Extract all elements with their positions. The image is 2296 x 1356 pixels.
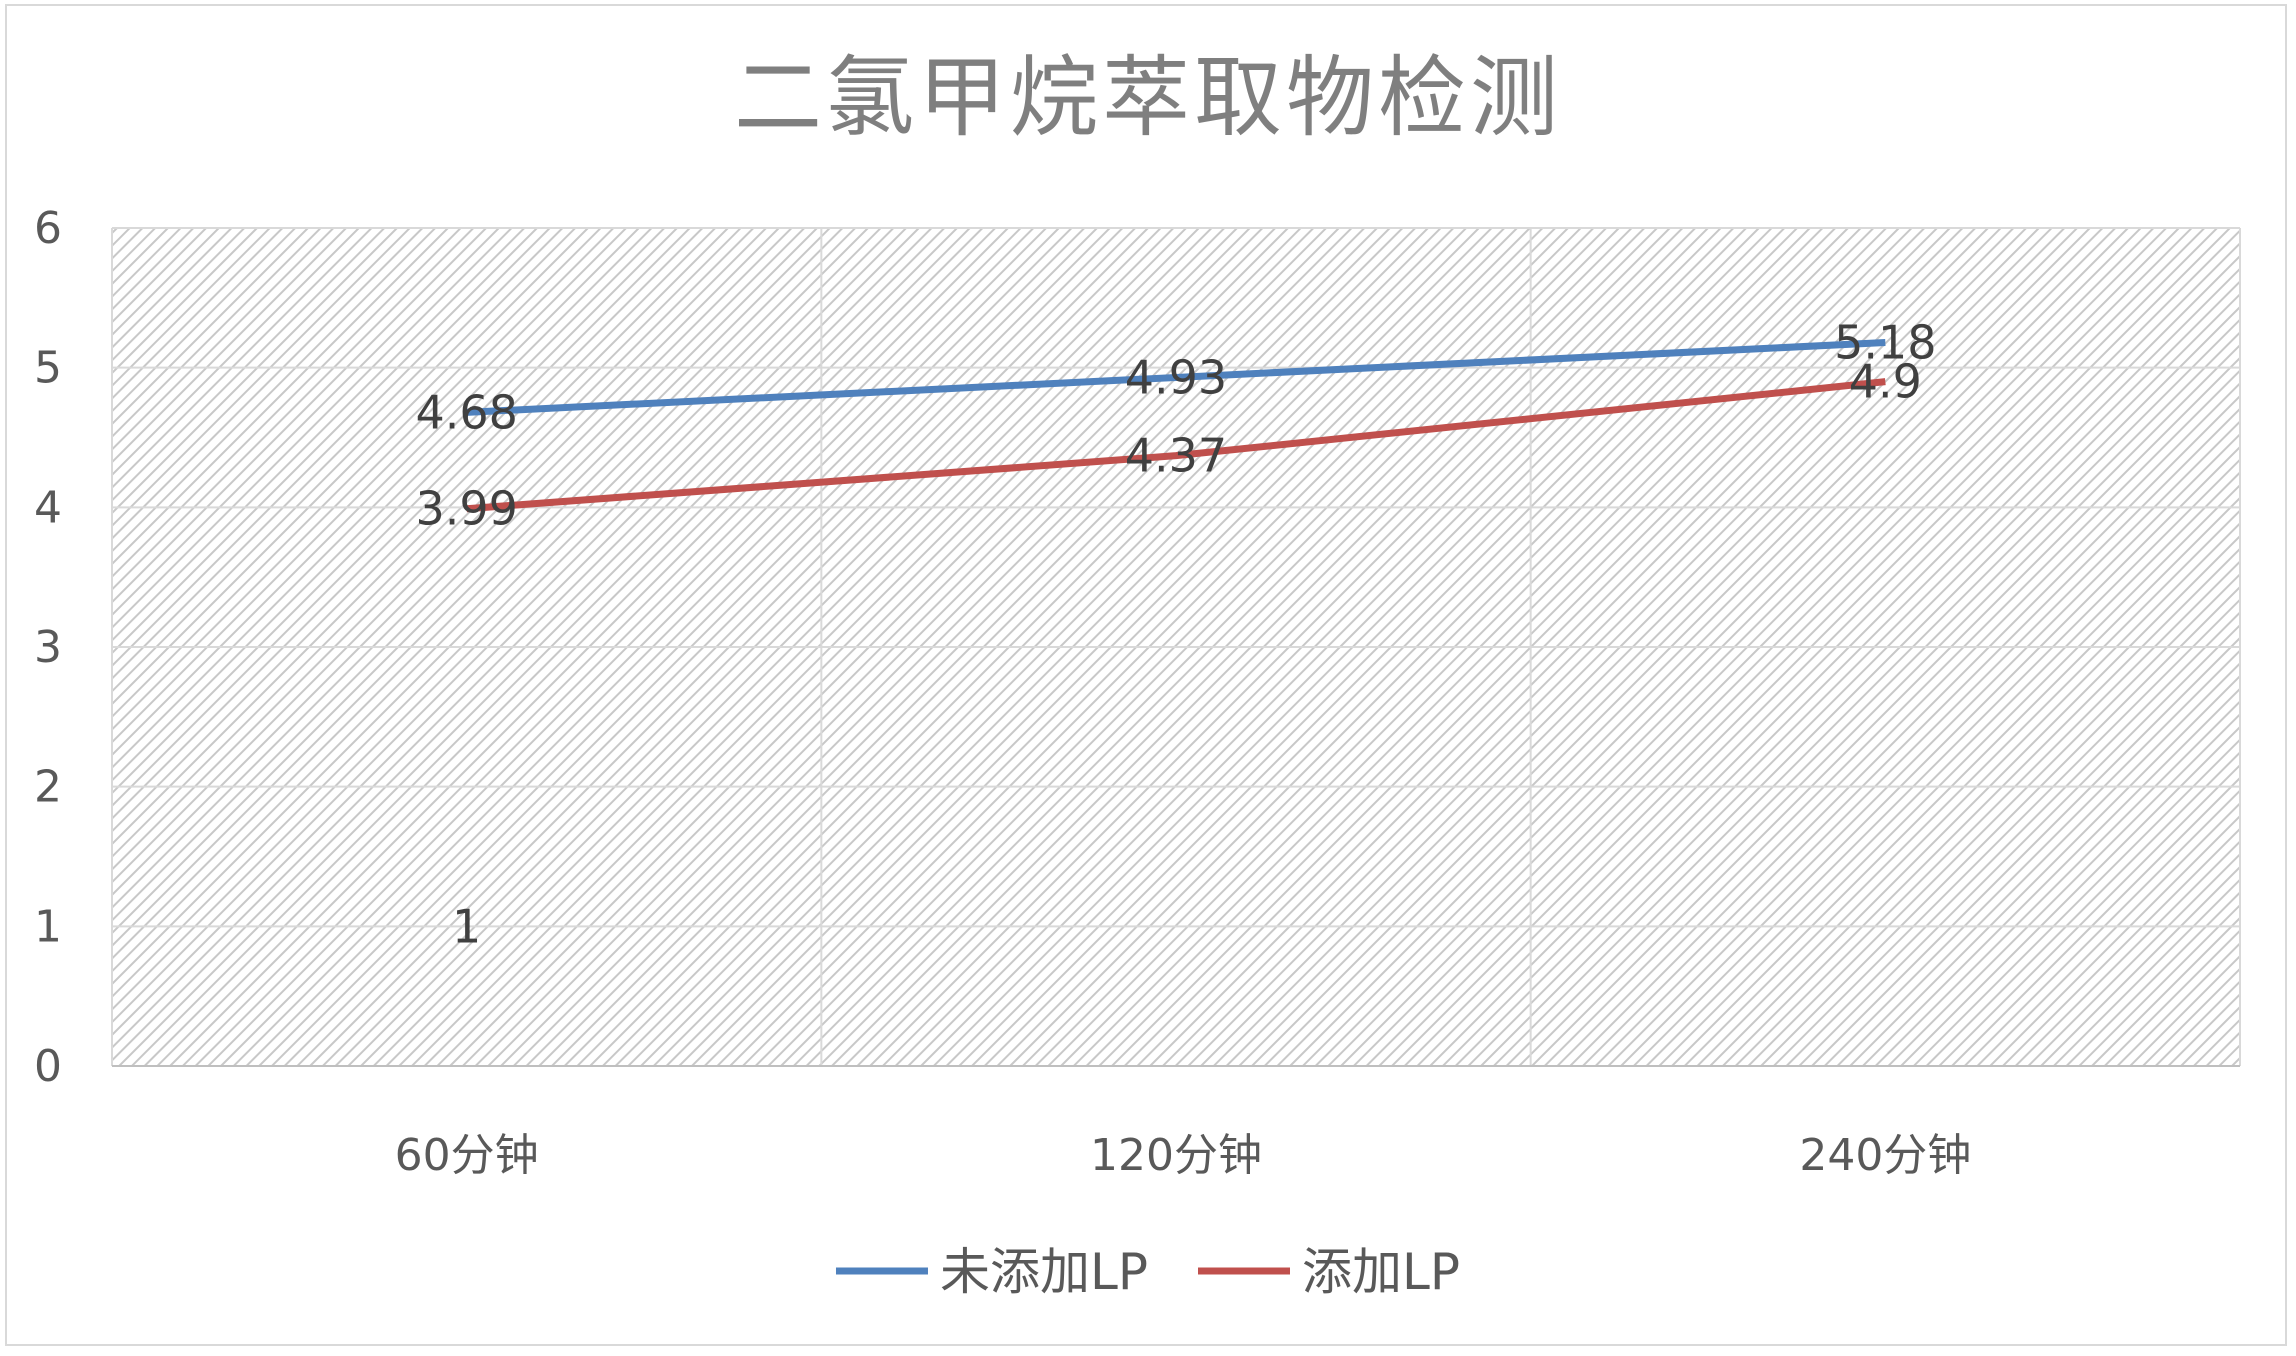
legend-item[interactable]: 未添加LP bbox=[835, 1243, 1148, 1301]
y-tick-label: 6 bbox=[34, 203, 62, 254]
y-tick-label: 5 bbox=[34, 343, 62, 394]
legend[interactable]: 未添加LP 添加LP bbox=[835, 1243, 1460, 1301]
data-label: 4.9 bbox=[1849, 355, 1922, 409]
chart-title: 二氯甲烷萃取物检测 bbox=[734, 46, 1562, 149]
x-tick-label: 60分钟 bbox=[395, 1130, 539, 1181]
data-label: 4.37 bbox=[1125, 429, 1227, 483]
y-tick-label: 2 bbox=[34, 762, 62, 813]
gridlines bbox=[111, 227, 2241, 1066]
series-line bbox=[466, 339, 1886, 416]
y-tick-label: 3 bbox=[34, 622, 62, 673]
series-line bbox=[466, 378, 1886, 513]
data-label: 4.93 bbox=[1125, 350, 1227, 404]
legend-label: 添加LP bbox=[1302, 1243, 1460, 1301]
data-label: 5.18 bbox=[1834, 316, 1936, 370]
data-labels: 4.68 4.93 5.18 3.99 4.37 4.9 1 bbox=[415, 316, 1936, 954]
x-tick-label: 120分钟 bbox=[1090, 1130, 1262, 1181]
series-layer bbox=[466, 339, 1886, 513]
axes: 0 1 2 3 4 5 6 60分钟 120分钟 240分钟 bbox=[34, 203, 2240, 1181]
data-label: 1 bbox=[452, 899, 481, 953]
legend-label: 未添加LP bbox=[940, 1243, 1148, 1301]
legend-item[interactable]: 添加LP bbox=[1198, 1243, 1460, 1301]
data-label: 3.99 bbox=[415, 482, 517, 536]
x-tick-label: 240分钟 bbox=[1799, 1130, 1971, 1181]
y-tick-label: 4 bbox=[34, 482, 62, 533]
y-tick-label: 0 bbox=[34, 1041, 62, 1092]
data-label: 4.68 bbox=[415, 385, 517, 439]
y-tick-label: 1 bbox=[34, 901, 62, 952]
